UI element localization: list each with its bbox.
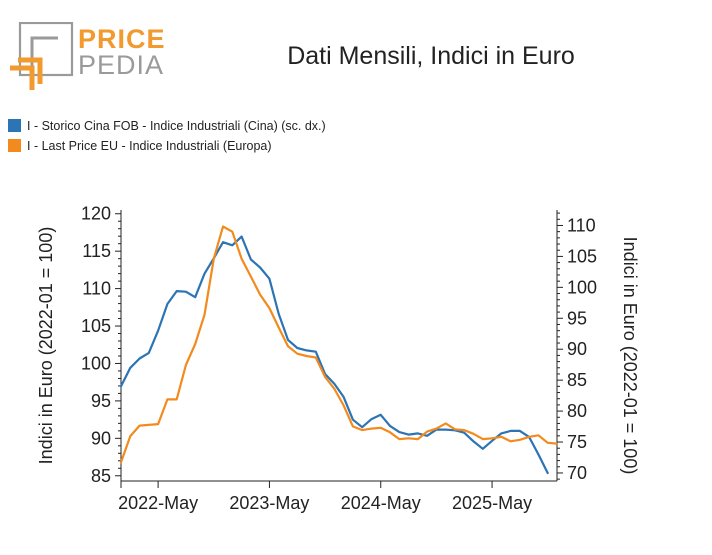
- y-left-tick-label: 120: [81, 204, 111, 224]
- legend-label-china: I - Storico Cina FOB - Indice Industrial…: [27, 119, 326, 133]
- y-right-tick-label: 85: [567, 370, 587, 390]
- series-lines: [119, 225, 559, 475]
- y-left-tick-label: 100: [81, 353, 111, 373]
- y-left-tick-label: 115: [82, 241, 111, 261]
- y-left-tick-label: 95: [91, 391, 111, 411]
- y-left-tick-label: 110: [82, 279, 111, 299]
- y-axis-right-title: Indici in Euro (2022-01 = 100): [620, 237, 640, 475]
- y-left-tick-label: 85: [91, 466, 111, 486]
- y-left-tick-label: 90: [91, 428, 111, 448]
- x-tick-label: 2022-May: [118, 493, 198, 513]
- legend-swatch-eu: [8, 139, 21, 152]
- chart-title: Dati Mensili, Indici in Euro: [287, 42, 575, 70]
- x-tick-label: 2025-May: [452, 493, 532, 513]
- legend-item-eu[interactable]: I - Last Price EU - Indice Industriali (…: [8, 139, 272, 153]
- x-tick-label: 2023-May: [229, 493, 309, 513]
- series-line-eu: [119, 225, 559, 464]
- y-right-tick-label: 110: [567, 215, 596, 235]
- y-right-tick-label: 105: [567, 246, 597, 266]
- logo-frame-gray: [18, 22, 74, 77]
- brand-pedia: PEDIA: [78, 50, 165, 80]
- y-left-tick-label: 105: [81, 316, 111, 336]
- logo-bracket-orange-1: [10, 65, 35, 90]
- y-right-tick-label: 90: [567, 339, 587, 359]
- x-tick-label: 2024-May: [341, 493, 421, 513]
- legend-label-eu: I - Last Price EU - Indice Industriali (…: [27, 139, 272, 153]
- legend-swatch-china: [8, 119, 21, 132]
- pricepedia-logo: [10, 22, 74, 90]
- legend-item-china[interactable]: I - Storico Cina FOB - Indice Industrial…: [8, 119, 326, 133]
- series-line-china: [119, 235, 549, 475]
- y-right-tick-label: 80: [567, 401, 587, 421]
- y-right-tick-label: 75: [567, 432, 587, 452]
- brand-price: PRICE: [78, 24, 166, 54]
- logo-bracket-orange-2: [18, 57, 43, 84]
- y-right-tick-label: 70: [567, 463, 587, 483]
- y-right-tick-label: 95: [567, 308, 587, 328]
- logo-bracket-gray: [30, 36, 58, 66]
- y-axis-left-title: Indici in Euro (2022-01 = 100): [36, 227, 56, 465]
- y-right-tick-label: 100: [567, 277, 597, 297]
- axes-group: 85 90 95 100 105 110 115 120 70 75 80 85 90 95 100 105 1…: [36, 204, 640, 513]
